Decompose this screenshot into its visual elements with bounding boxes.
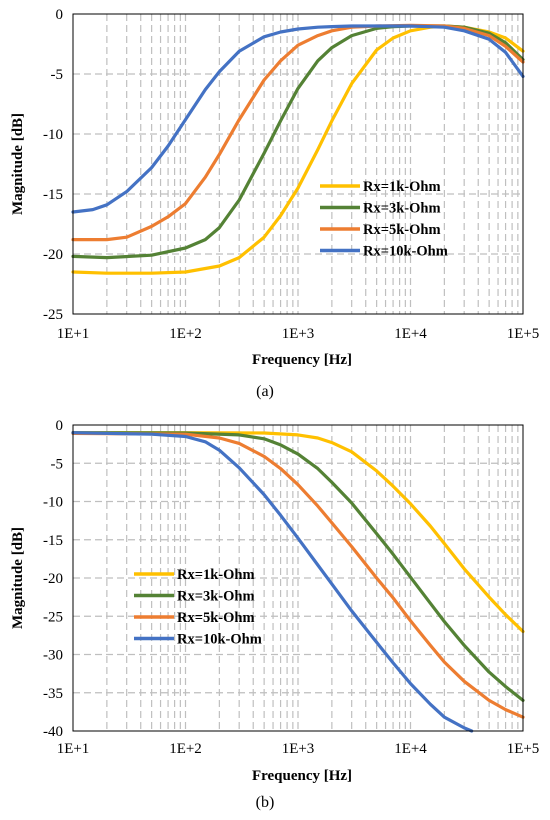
plot-frame — [72, 13, 524, 315]
legend-label-4: Rx=10k-Ohm — [363, 244, 448, 260]
series-line-3 — [71, 431, 525, 719]
y-tick-label: -15 — [43, 187, 63, 203]
x-axis-title: Frequency [Hz] — [252, 768, 352, 784]
x-tick-label: 1E+3 — [282, 326, 315, 342]
legend-label-2: Rx=3k-Ohm — [363, 201, 441, 217]
y-tick-label: -35 — [43, 686, 63, 702]
x-tick-label: 1E+3 — [282, 741, 315, 757]
figure-caption: (b) — [256, 794, 275, 811]
chart-a: 1E+1 1E+2 1E+3 1E+4 1E+5 0 -5 -10 -15 -20 -25 Frequ… — [10, 7, 539, 400]
y-tick-label: -40 — [43, 724, 63, 740]
y-tick-label: -25 — [43, 307, 63, 323]
y-tick-label: 0 — [56, 7, 64, 23]
grid — [73, 425, 523, 731]
legend-label-2: Rx=3k-Ohm — [177, 589, 255, 605]
series-line-3 — [71, 23, 525, 242]
legend: Rx=1k-Ohm Rx=3k-Ohm Rx=5k-Ohm Rx=10k-Ohm — [134, 567, 262, 648]
legend-label-1: Rx=1k-Ohm — [177, 567, 255, 583]
y-tick-label: -5 — [51, 456, 64, 472]
series-line-4 — [71, 431, 474, 733]
legend-label-1: Rx=1k-Ohm — [363, 179, 441, 195]
legend-label-4: Rx=10k-Ohm — [177, 632, 262, 648]
x-tick-label: 1E+2 — [169, 741, 202, 757]
y-tick-label: -20 — [43, 571, 63, 587]
x-tick-label: 1E+2 — [169, 326, 202, 342]
legend-label-3: Rx=5k-Ohm — [363, 222, 441, 238]
y-tick-label: -20 — [43, 247, 63, 263]
x-tick-label: 1E+4 — [394, 326, 427, 342]
y-tick-label: -5 — [51, 67, 64, 83]
y-tick-label: 0 — [56, 418, 64, 434]
x-tick-label: 1E+4 — [394, 741, 427, 757]
x-tick-label: 1E+1 — [57, 326, 90, 342]
series-line-4 — [71, 24, 525, 214]
x-tick-label: 1E+5 — [507, 741, 540, 757]
x-axis-title: Frequency [Hz] — [252, 352, 352, 368]
plot-frame — [72, 424, 524, 732]
legend-label-3: Rx=5k-Ohm — [177, 610, 255, 626]
y-axis-title: Magnitude [dB] — [10, 527, 26, 629]
series-group — [71, 23, 525, 275]
y-tick-label: -15 — [43, 533, 63, 549]
y-tick-label: -10 — [43, 127, 63, 143]
y-tick-label: -30 — [43, 648, 63, 664]
series-group — [71, 431, 525, 733]
y-tick-label: -10 — [43, 495, 63, 511]
series-line-2 — [71, 431, 525, 703]
grid — [73, 14, 523, 314]
x-tick-label: 1E+5 — [507, 326, 540, 342]
chart-b: 1E+1 1E+2 1E+3 1E+4 1E+5 0 -5 -10 -15 -20 -25 -30 -3… — [10, 418, 539, 811]
legend: Rx=1k-Ohm Rx=3k-Ohm Rx=5k-Ohm Rx=10k-Ohm — [320, 179, 448, 260]
y-axis-title: Magnitude [dB] — [10, 113, 26, 215]
series-line-1 — [71, 431, 525, 634]
figure-caption: (a) — [256, 383, 274, 400]
x-tick-label: 1E+1 — [57, 741, 90, 757]
y-tick-label: -25 — [43, 609, 63, 625]
